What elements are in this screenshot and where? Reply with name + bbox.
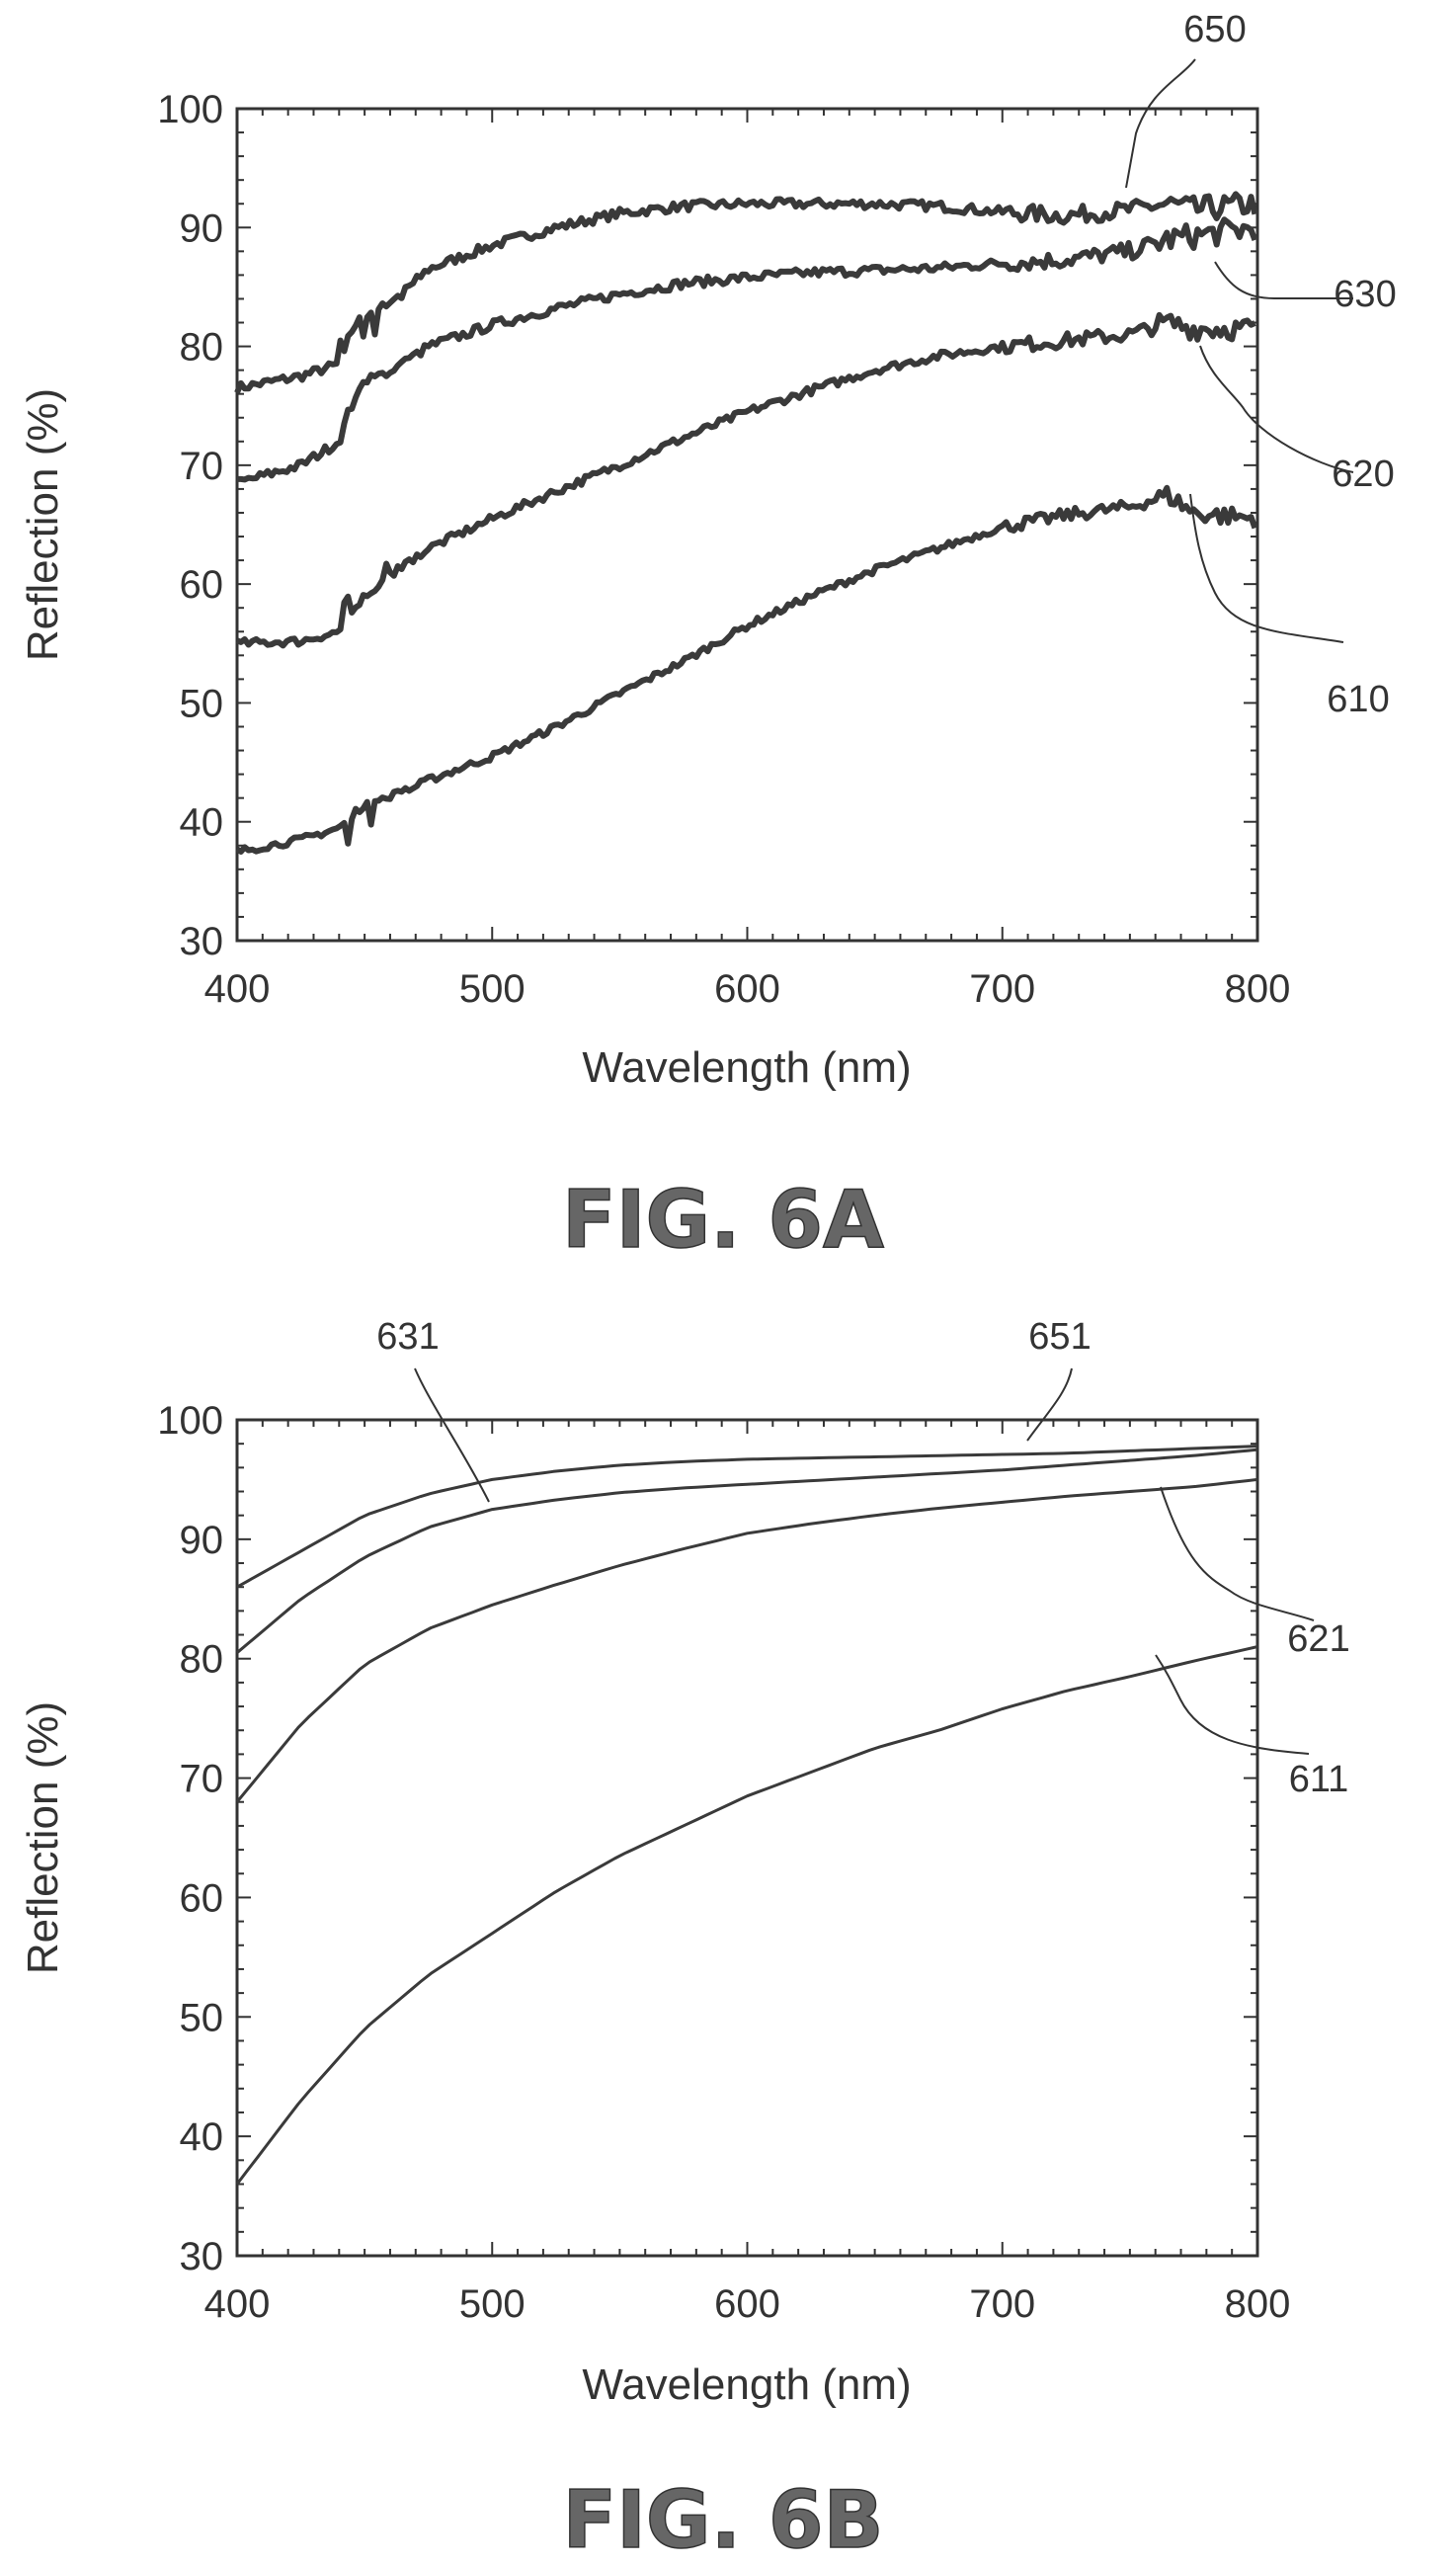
x-tick-label: 400 [204,967,271,1011]
x-tick-label: 700 [969,2282,1035,2326]
y-tick-label: 80 [180,326,224,370]
figure-label: FIG. 6B [563,2474,884,2566]
series-line-611 [237,1647,1257,2185]
x-axis-label: Wavelength (nm) [582,2360,911,2409]
y-tick-label: 60 [180,563,224,607]
annotation-leaders: 651 631 621 611 [376,1316,1349,1800]
chart-fig-6a: 400 500 600 700 800 30 40 50 60 70 80 90 100 650 630… [19,9,1397,1266]
series-label-621: 621 [1287,1618,1349,1660]
series-line-650 [237,194,1254,392]
y-tick-label: 30 [180,2235,224,2278]
y-tick-label: 90 [180,1519,224,1562]
y-tick-label: 40 [180,801,224,845]
series-line-631 [237,1449,1257,1653]
y-axis-ticks: 30 40 50 60 70 80 90 100 [157,1399,1257,2278]
x-tick-label: 500 [459,967,526,1011]
y-tick-label: 100 [157,1399,223,1443]
series-line-621 [237,1479,1257,1801]
x-tick-label: 500 [459,2282,526,2326]
y-tick-label: 70 [180,445,224,488]
y-tick-label: 60 [180,1876,224,1920]
y-tick-label: 30 [180,920,224,963]
series-label-631: 631 [376,1316,439,1358]
leader-line-650 [1126,59,1195,188]
figure-label: FIG. 6A [562,1174,884,1266]
leader-line-631 [415,1368,489,1502]
leader-line-620 [1200,346,1353,472]
y-tick-label: 70 [180,1758,224,1801]
y-tick-label: 100 [157,88,223,131]
series-label-610: 610 [1327,679,1389,720]
series-line-620 [237,315,1254,646]
chart-fig-6b: 400 500 600 700 800 30 40 50 60 70 80 90 100 651 631… [19,1316,1350,2566]
x-tick-label: 800 [1225,2282,1291,2326]
y-axis-label: Reflection (%) [19,388,67,661]
annotation-leaders: 650 630 620 610 [1126,9,1397,720]
series-line-651 [237,1447,1257,1588]
y-axis-label: Reflection (%) [19,1701,67,1974]
y-tick-label: 90 [180,207,224,250]
x-tick-label: 600 [714,967,780,1011]
leader-line-621 [1161,1487,1314,1620]
x-tick-label: 700 [969,967,1035,1011]
x-tick-label: 400 [204,2282,271,2326]
series-label-651: 651 [1028,1316,1091,1358]
leader-line-611 [1156,1655,1309,1754]
series-group [237,194,1254,852]
y-tick-label: 50 [180,1996,224,2039]
y-tick-label: 80 [180,1638,224,1682]
series-label-620: 620 [1332,454,1394,495]
leader-line-630 [1215,262,1353,298]
x-axis-label: Wavelength (nm) [582,1043,911,1092]
series-line-630 [237,219,1254,479]
series-group [237,1447,1257,2185]
series-line-610 [237,488,1254,852]
plot-frame [237,109,1257,941]
y-tick-label: 50 [180,682,224,725]
x-tick-label: 600 [714,2282,780,2326]
x-tick-label: 800 [1225,967,1291,1011]
leader-line-651 [1027,1368,1072,1441]
y-tick-label: 40 [180,2115,224,2159]
series-label-611: 611 [1289,1759,1349,1800]
series-label-650: 650 [1183,9,1246,50]
series-label-630: 630 [1334,274,1396,315]
